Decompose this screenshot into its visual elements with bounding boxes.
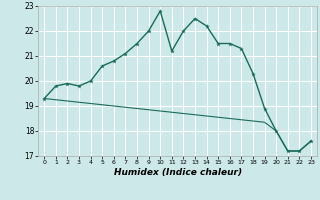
X-axis label: Humidex (Indice chaleur): Humidex (Indice chaleur)	[114, 168, 242, 177]
